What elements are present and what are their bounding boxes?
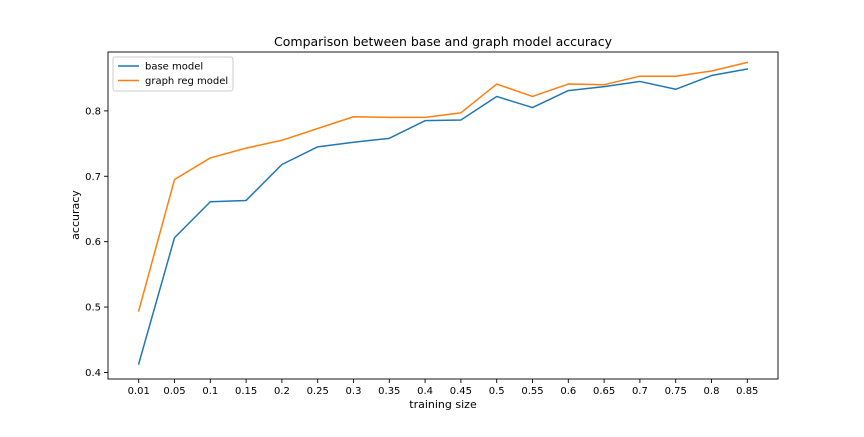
x-tick-label: 0.55 — [521, 386, 543, 397]
x-tick-label: 0.7 — [632, 386, 648, 397]
legend-box — [112, 56, 234, 92]
x-tick-label: 0.01 — [128, 386, 150, 397]
x-tick-label: 0.25 — [307, 386, 329, 397]
y-tick-label: 0.7 — [85, 172, 101, 183]
x-tick-label: 0.5 — [489, 386, 505, 397]
x-tick-label: 0.75 — [665, 386, 687, 397]
y-axis-label: accuracy — [69, 190, 82, 240]
plot-frame — [107, 51, 779, 380]
legend: base model graph reg model — [112, 56, 234, 92]
x-tick-label: 0.65 — [593, 386, 615, 397]
x-tick-label: 0.6 — [560, 386, 576, 397]
plot-area: 0.01 0.05 0.1 0.15 0.2 0.25 0.3 0.35 0.4 0.45 0.5 0… — [85, 51, 779, 397]
chart-title: Comparison between base and graph model … — [274, 34, 613, 49]
x-axis-label: training size — [409, 398, 477, 411]
x-tick-label: 0.4 — [417, 386, 433, 397]
x-tick-label: 0.05 — [163, 386, 185, 397]
x-tick-label: 0.85 — [736, 386, 758, 397]
y-tick-label: 0.5 — [85, 303, 101, 314]
x-tick-label: 0.8 — [704, 386, 720, 397]
x-tick-label: 0.45 — [450, 386, 472, 397]
x-tick-label: 0.35 — [378, 386, 400, 397]
series-line-graph-reg-model — [137, 61, 749, 312]
x-tick-label: 0.2 — [274, 386, 290, 397]
x-tick-label: 0.15 — [235, 386, 257, 397]
y-tick-label: 0.8 — [85, 106, 101, 117]
x-tick-label: 0.1 — [202, 386, 218, 397]
legend-label: graph reg model — [145, 76, 228, 87]
legend-label: base model — [145, 62, 203, 73]
y-tick-label: 0.6 — [85, 237, 101, 248]
y-tick-label: 0.4 — [85, 368, 101, 379]
x-tick-label: 0.3 — [346, 386, 362, 397]
series-line-base-model — [137, 68, 749, 365]
